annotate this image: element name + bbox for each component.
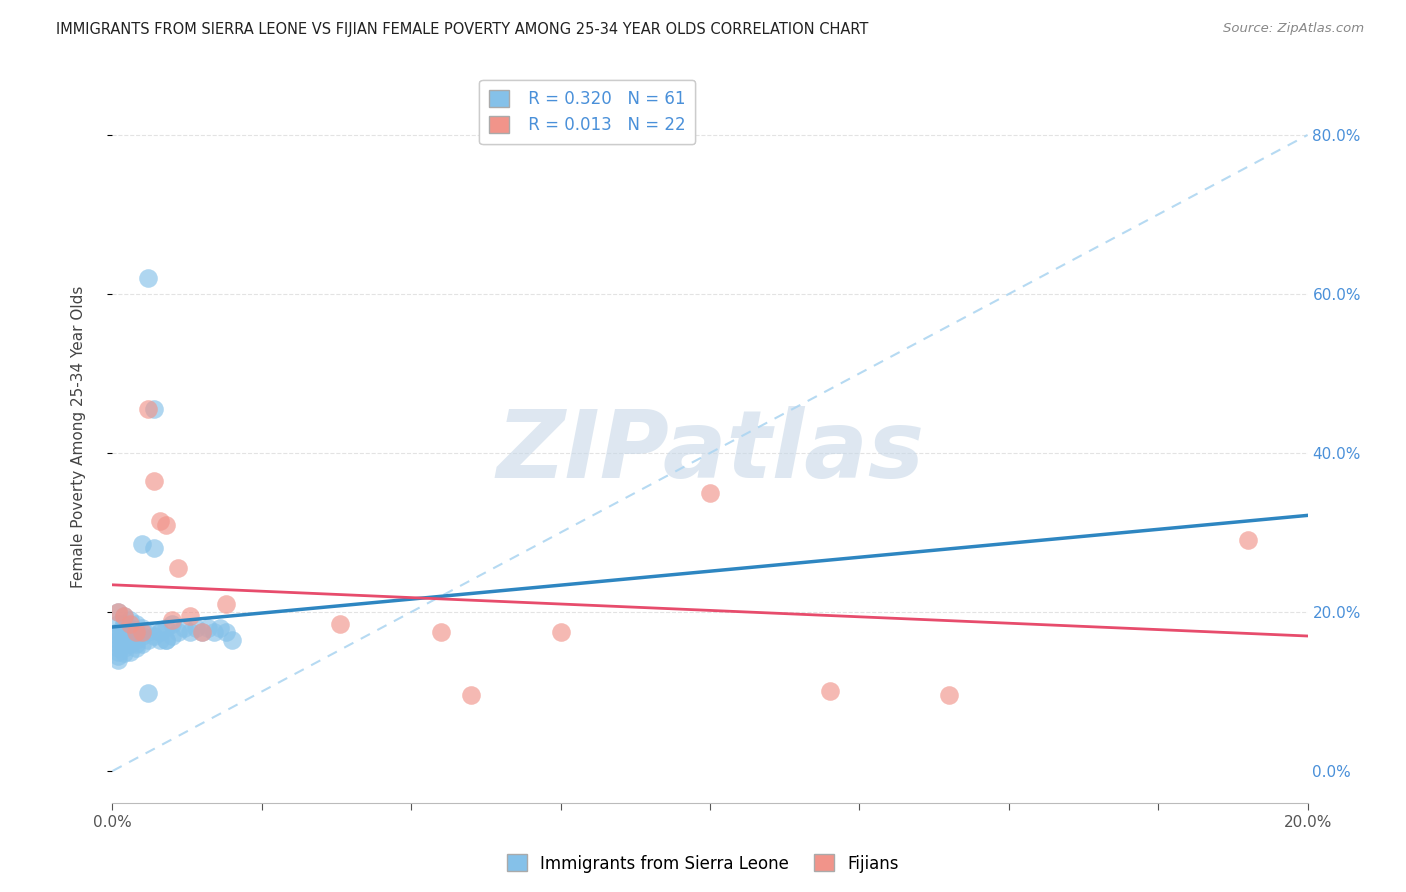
Point bbox=[143, 474, 166, 488]
Point bbox=[107, 629, 129, 643]
Point bbox=[202, 624, 225, 639]
Point bbox=[155, 621, 177, 635]
Point bbox=[125, 616, 148, 631]
Point bbox=[107, 632, 129, 647]
Point bbox=[131, 621, 153, 635]
Point bbox=[107, 605, 129, 619]
Point bbox=[125, 637, 148, 651]
Point bbox=[138, 271, 160, 285]
Point bbox=[186, 621, 208, 635]
Point bbox=[699, 485, 721, 500]
Text: ZIPatlas: ZIPatlas bbox=[496, 406, 924, 498]
Point bbox=[107, 624, 129, 639]
Point bbox=[818, 684, 841, 698]
Point bbox=[138, 632, 160, 647]
Point bbox=[125, 624, 148, 639]
Point bbox=[221, 632, 243, 647]
Point bbox=[107, 637, 129, 651]
Point bbox=[107, 605, 129, 619]
Point bbox=[114, 646, 135, 660]
Point bbox=[114, 616, 135, 631]
Point bbox=[179, 609, 201, 624]
Point bbox=[143, 629, 166, 643]
Point bbox=[120, 623, 142, 637]
Point bbox=[155, 632, 177, 647]
Point bbox=[114, 609, 135, 624]
Point bbox=[938, 689, 960, 703]
Point bbox=[138, 402, 160, 417]
Point bbox=[179, 624, 201, 639]
Point bbox=[550, 624, 572, 639]
Point bbox=[329, 616, 352, 631]
Point bbox=[215, 597, 238, 611]
Point bbox=[125, 640, 148, 655]
Point bbox=[125, 632, 148, 647]
Point bbox=[107, 616, 129, 631]
Point bbox=[209, 621, 232, 635]
Point bbox=[162, 629, 183, 643]
Point bbox=[114, 616, 135, 631]
Point bbox=[114, 640, 135, 655]
Point bbox=[120, 629, 142, 643]
Point bbox=[138, 624, 160, 639]
Point bbox=[162, 613, 183, 627]
Point bbox=[125, 624, 148, 639]
Point bbox=[149, 624, 172, 639]
Legend: Immigrants from Sierra Leone, Fijians: Immigrants from Sierra Leone, Fijians bbox=[501, 847, 905, 880]
Point bbox=[120, 621, 142, 635]
Point bbox=[114, 635, 135, 649]
Point bbox=[120, 616, 142, 631]
Point bbox=[107, 645, 129, 659]
Point bbox=[131, 537, 153, 551]
Point bbox=[143, 541, 166, 556]
Point bbox=[131, 629, 153, 643]
Point bbox=[167, 561, 190, 575]
Point bbox=[107, 648, 129, 663]
Point bbox=[149, 514, 172, 528]
Text: IMMIGRANTS FROM SIERRA LEONE VS FIJIAN FEMALE POVERTY AMONG 25-34 YEAR OLDS CORR: IMMIGRANTS FROM SIERRA LEONE VS FIJIAN F… bbox=[56, 22, 869, 37]
Point bbox=[114, 629, 135, 643]
Point bbox=[107, 640, 129, 655]
Legend:  R = 0.320   N = 61,  R = 0.013   N = 22: R = 0.320 N = 61, R = 0.013 N = 22 bbox=[479, 79, 696, 145]
Point bbox=[138, 686, 160, 700]
Point bbox=[107, 653, 129, 667]
Point bbox=[131, 637, 153, 651]
Point bbox=[191, 624, 214, 639]
Point bbox=[120, 645, 142, 659]
Point bbox=[1237, 533, 1260, 548]
Point bbox=[149, 632, 172, 647]
Point bbox=[114, 623, 135, 637]
Point bbox=[197, 621, 219, 635]
Point bbox=[155, 632, 177, 647]
Point bbox=[120, 613, 142, 627]
Point bbox=[120, 637, 142, 651]
Point bbox=[167, 624, 190, 639]
Point bbox=[143, 402, 166, 417]
Point bbox=[215, 624, 238, 639]
Point bbox=[107, 624, 129, 639]
Point bbox=[155, 517, 177, 532]
Point bbox=[125, 624, 148, 639]
Point bbox=[114, 609, 135, 624]
Point bbox=[149, 624, 172, 639]
Point bbox=[120, 632, 142, 647]
Point bbox=[173, 621, 195, 635]
Point bbox=[131, 624, 153, 639]
Point bbox=[460, 689, 482, 703]
Point bbox=[430, 624, 453, 639]
Y-axis label: Female Poverty Among 25-34 Year Olds: Female Poverty Among 25-34 Year Olds bbox=[72, 286, 86, 588]
Point bbox=[191, 624, 214, 639]
Point bbox=[162, 616, 183, 631]
Text: Source: ZipAtlas.com: Source: ZipAtlas.com bbox=[1223, 22, 1364, 36]
